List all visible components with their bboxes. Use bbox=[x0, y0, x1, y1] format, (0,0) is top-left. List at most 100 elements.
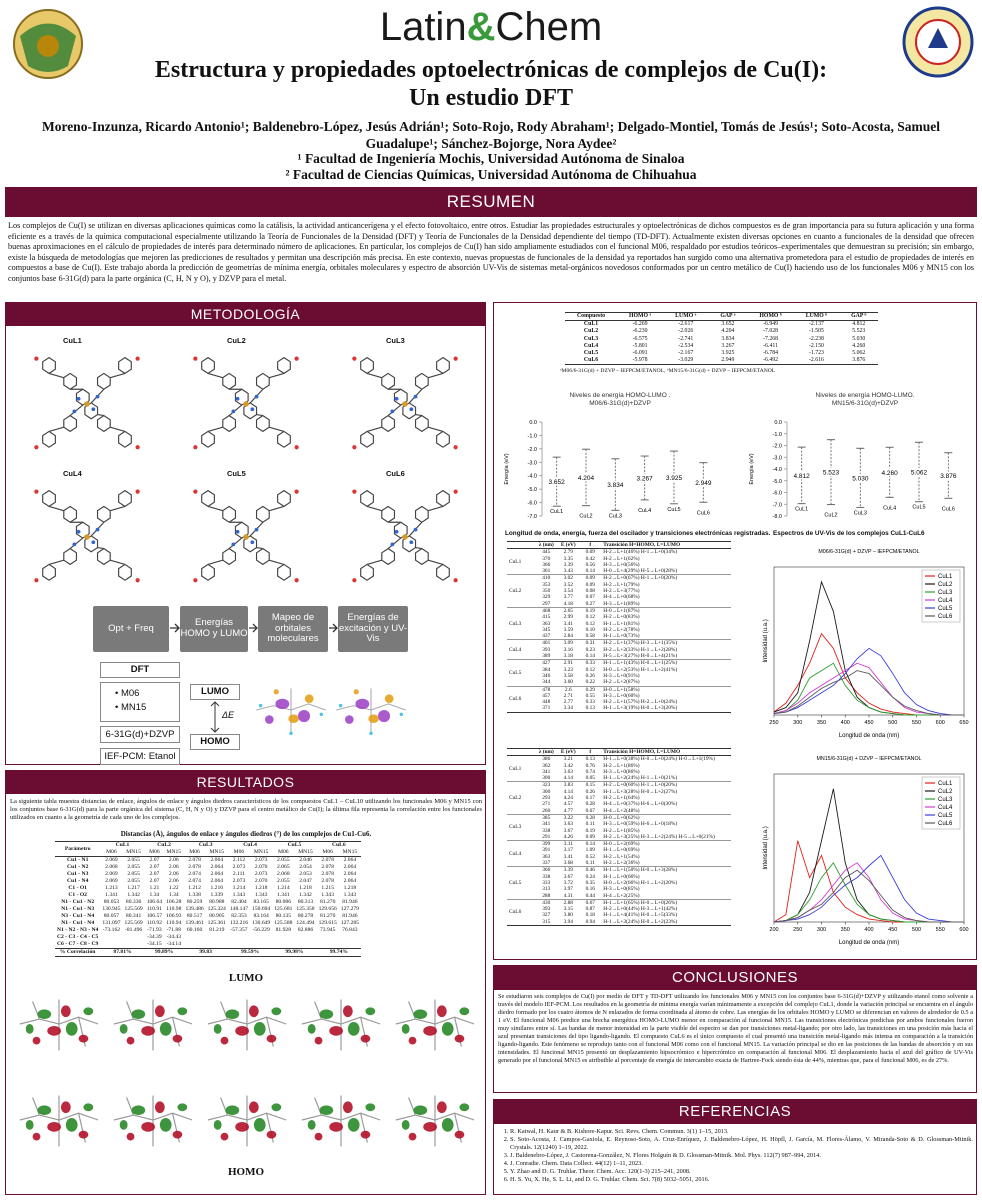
table-cell: 0.29 bbox=[585, 686, 595, 693]
affiliation: ² Facultad de Ciencias Químicas, Univers… bbox=[285, 167, 697, 182]
header-cell: GAP ᵇ bbox=[851, 313, 867, 319]
table-cell: 362 bbox=[542, 762, 551, 769]
category-label: CuL2 bbox=[579, 514, 592, 520]
table-cell: 80.313 bbox=[297, 899, 314, 905]
table-cell: 3.97 bbox=[563, 886, 573, 893]
x-tick-label: 600 bbox=[936, 720, 945, 726]
table-cell: 0.07 bbox=[585, 594, 595, 601]
table-row: 370 3.35 0.42 H-2→L+1(62%) bbox=[507, 556, 731, 562]
table-cell: 2.064 bbox=[343, 857, 357, 863]
molecule-label: CuL3 bbox=[386, 336, 405, 345]
header-cell: CuL4 bbox=[243, 842, 257, 848]
table-cell: H-2→L+0(67%) H-1→L+0(20%) bbox=[603, 575, 678, 582]
table-cell: 293 bbox=[542, 795, 551, 802]
functional-name: M06 bbox=[120, 688, 140, 699]
table-cell: H-2→L+1(86%) bbox=[603, 762, 640, 769]
table-cell: 1.213 bbox=[105, 885, 118, 891]
table-cell: H-2→L+0(44%) H-3→L+1(42%) bbox=[603, 906, 678, 913]
row-label: N1 - Cu1 - N4 bbox=[61, 920, 95, 926]
table-cell: H-2→L+0(83%) bbox=[603, 614, 640, 621]
empty-cell bbox=[339, 934, 361, 941]
table-cell: 1.343 bbox=[343, 892, 357, 898]
table-cell: -6.269 bbox=[632, 321, 648, 328]
molecule-label: CuL6 bbox=[386, 469, 405, 478]
table-row: CuL1 386 3.21 0.13 H-1→L+0(38%) H-0→L+0(24%)… bbox=[507, 756, 731, 771]
table-cell: H-0→L+1(87%) bbox=[603, 607, 640, 614]
table-cell: 393 bbox=[542, 646, 551, 653]
table-cell: 2.073 bbox=[232, 864, 246, 870]
table-cell: 3.17 bbox=[563, 847, 573, 854]
table-row: Cu1 - N2 2.068 2.055 2.07 2.06 2.078 2.064 2.07… bbox=[55, 864, 361, 871]
table-cell: 2.111 bbox=[232, 871, 246, 877]
table-cell: 430 bbox=[542, 899, 551, 906]
table-cell: 2.91 bbox=[563, 660, 573, 667]
table-cell: H-3→L+0(60%) bbox=[603, 692, 640, 699]
table-cell: 2.064 bbox=[343, 871, 357, 877]
table-cell: H-2→L+3(77%) bbox=[603, 588, 640, 595]
legend-label: CuL3 bbox=[938, 797, 953, 803]
table-row: 346 3.58 0.26 H-3→L+0(91%) bbox=[507, 673, 731, 679]
table-cell: 3.63 bbox=[563, 821, 573, 828]
table-cell: 300 bbox=[542, 775, 551, 782]
table-cell: 106.93 bbox=[166, 913, 182, 919]
homo-box: HOMO bbox=[190, 734, 240, 750]
transitions-table: λ (nm) E (eV) f Transición H=HOMO, L=LUMO Cu… bbox=[507, 541, 732, 713]
table-cell: 0.76 bbox=[585, 762, 595, 769]
category-label: CuL1 bbox=[795, 507, 808, 513]
table-cell: 0.08 bbox=[585, 588, 595, 595]
table-cell: 2.053 bbox=[299, 871, 312, 877]
molecule-drawing bbox=[33, 488, 141, 583]
table-row: Cu1 - N1 2.069 2.055 2.07 2.06 2.078 2.064 2.11… bbox=[55, 857, 361, 865]
affiliation: ¹ Facultad de Ingeniería Mochis, Univers… bbox=[297, 151, 685, 166]
category-label: CuL3 bbox=[609, 513, 622, 519]
table-row: 315 3.94 0.94 H-1→L+3(24%) H-0→L+2(23%) bbox=[507, 919, 731, 926]
header-row: λ (nm) E (eV) f Transición H=HOMO, L=LUMO bbox=[507, 749, 732, 756]
table-cell: 4.204 bbox=[721, 328, 735, 335]
table-row: 415 2.99 0.12 H-2→L+0(83%) bbox=[507, 614, 731, 620]
y-tick-label: -1.0 bbox=[528, 433, 537, 439]
empty-cell bbox=[100, 941, 122, 949]
table-cell: 2.055 bbox=[127, 857, 140, 863]
table-row: 344 3.60 0.22 H-2→L+2(87%) bbox=[507, 679, 731, 686]
table-row: 341 3.63 0.11 H-3→L+0(59%) H-6→L+0(18%) bbox=[507, 821, 731, 827]
table-cell: 2.77 bbox=[563, 699, 573, 706]
spectrum-line bbox=[773, 869, 964, 923]
table-cell: 4.57 bbox=[563, 801, 573, 808]
spectrum-line bbox=[773, 662, 964, 716]
energy-chart: Niveles de energía HOMO-LUMO .M06/6-31G(… bbox=[504, 392, 714, 520]
header-cell: λ (nm) bbox=[538, 542, 554, 548]
table-cell: H-5→L+3(27%) H-0→L+4(21%) bbox=[603, 653, 678, 660]
y-tick-label: -2.0 bbox=[773, 444, 782, 450]
table-row: CuL3 -6.575 -2.741 3.834 -7.268 -2.238 5.030 bbox=[565, 336, 878, 343]
table-row: 300 4.14 0.05 H-1→L+2(24%) H-1→L+0(21%) bbox=[507, 775, 731, 782]
correlation-row: % Correlación 87.81% 99.89% 99.83 99.59% 99.9… bbox=[55, 948, 361, 957]
x-tick-label: 600 bbox=[959, 927, 968, 933]
empty-cell bbox=[294, 934, 316, 941]
table-cell: 0.13 bbox=[585, 756, 595, 763]
table-row: CuL4 -5.801 -2.534 3.267 -6.411 -2.150 4.260 bbox=[565, 343, 878, 350]
table-row: 389 3.18 0.14 H-5→L+3(27%) H-0→L+4(21%) bbox=[507, 653, 731, 660]
table-cell: 0.14 bbox=[585, 568, 595, 575]
header-cell: MN15 bbox=[126, 849, 141, 855]
header-cell: E (eV) bbox=[560, 542, 576, 548]
table-cell: 338 bbox=[542, 873, 551, 880]
table-cell: 3.18 bbox=[563, 653, 573, 660]
orbital-gallery bbox=[19, 998, 475, 1148]
homo-label: HOMO bbox=[227, 1166, 265, 1178]
table-cell: -2.167 bbox=[678, 350, 694, 357]
table-cell: 2.069 bbox=[105, 871, 118, 877]
table-cell: 131.097 bbox=[102, 920, 121, 926]
table-cell: 2.064 bbox=[210, 871, 224, 877]
header-row: Compuesto HOMO ᵃ LUMO ᵃ GAP ᵃ HOMO ᵇ LUMO ᵇ GA… bbox=[565, 313, 879, 321]
brand: Latin&Chem bbox=[0, 0, 982, 54]
table-row: 448 2.77 0.33 H-2→L+1(57%) H-2→L+0(24%) bbox=[507, 699, 731, 705]
orbital-images bbox=[255, 687, 407, 736]
table-cell: 2.06 bbox=[168, 878, 179, 884]
table-cell: H-3→L+0(86%) bbox=[603, 768, 640, 775]
table-cell: 60.160 bbox=[186, 927, 203, 933]
table-cell: -2.616 bbox=[808, 357, 824, 364]
table-cell: 0.11 bbox=[585, 821, 595, 828]
legend-label: CuL6 bbox=[938, 614, 953, 620]
table-cell: 3.63 bbox=[563, 768, 573, 775]
header-cell: MN15 bbox=[298, 849, 313, 855]
